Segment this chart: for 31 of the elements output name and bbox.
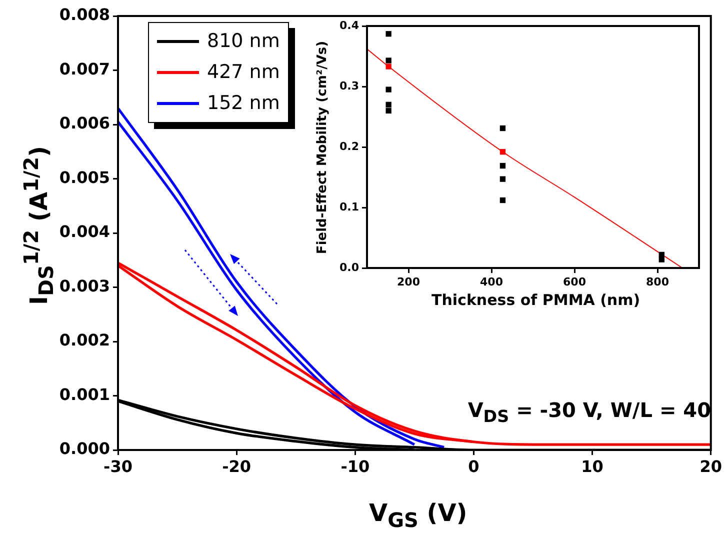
x-tick-label: 0 — [468, 456, 480, 476]
y-tick-label: 0.4 — [340, 18, 360, 32]
y-tick-label: 0.004 — [59, 222, 110, 242]
y-tick-label: 0.2 — [340, 140, 359, 153]
annotation: V$_{DS}$ = -30 V, W/L = 40 — [468, 398, 711, 426]
legend-label: 152 nm — [207, 91, 280, 116]
y-tick-label: 0.007 — [59, 59, 110, 78]
x-axis-title: V$_{GS}$ (V) — [369, 498, 468, 532]
legend-label: 427 nm — [207, 60, 280, 85]
x-tick-label: 400 — [480, 275, 504, 288]
y-tick-label: 0.003 — [59, 276, 110, 296]
y-tick-label: 0.002 — [59, 330, 110, 350]
x-tick-label: 200 — [397, 275, 420, 288]
y-tick-label: 0.008 — [59, 5, 110, 24]
y-tick-label: 0.005 — [59, 168, 110, 187]
y-tick-label: 0.000 — [59, 439, 110, 458]
x-axis-title: Thickness of PMMA (nm) — [432, 291, 640, 309]
y-tick-label: 0.001 — [59, 384, 110, 404]
y-tick-label: 0.1 — [340, 200, 359, 214]
y-axis-title: Field-Effect Mobility (cm²/Vs) — [314, 40, 330, 254]
y-tick-label: 0.3 — [340, 79, 359, 92]
y-tick-label: 0.006 — [59, 114, 110, 133]
x-tick-label: -10 — [340, 456, 370, 476]
x-tick-label: -20 — [222, 456, 252, 476]
x-tick-label: 20 — [700, 456, 722, 476]
y-tick-label: 0.0 — [340, 260, 360, 274]
x-tick-label: 10 — [581, 456, 604, 476]
x-tick-label: 800 — [646, 275, 670, 288]
x-tick-label: 600 — [563, 275, 586, 288]
x-tick-label: -30 — [104, 456, 132, 476]
legend-label: 810 nm — [207, 29, 280, 54]
